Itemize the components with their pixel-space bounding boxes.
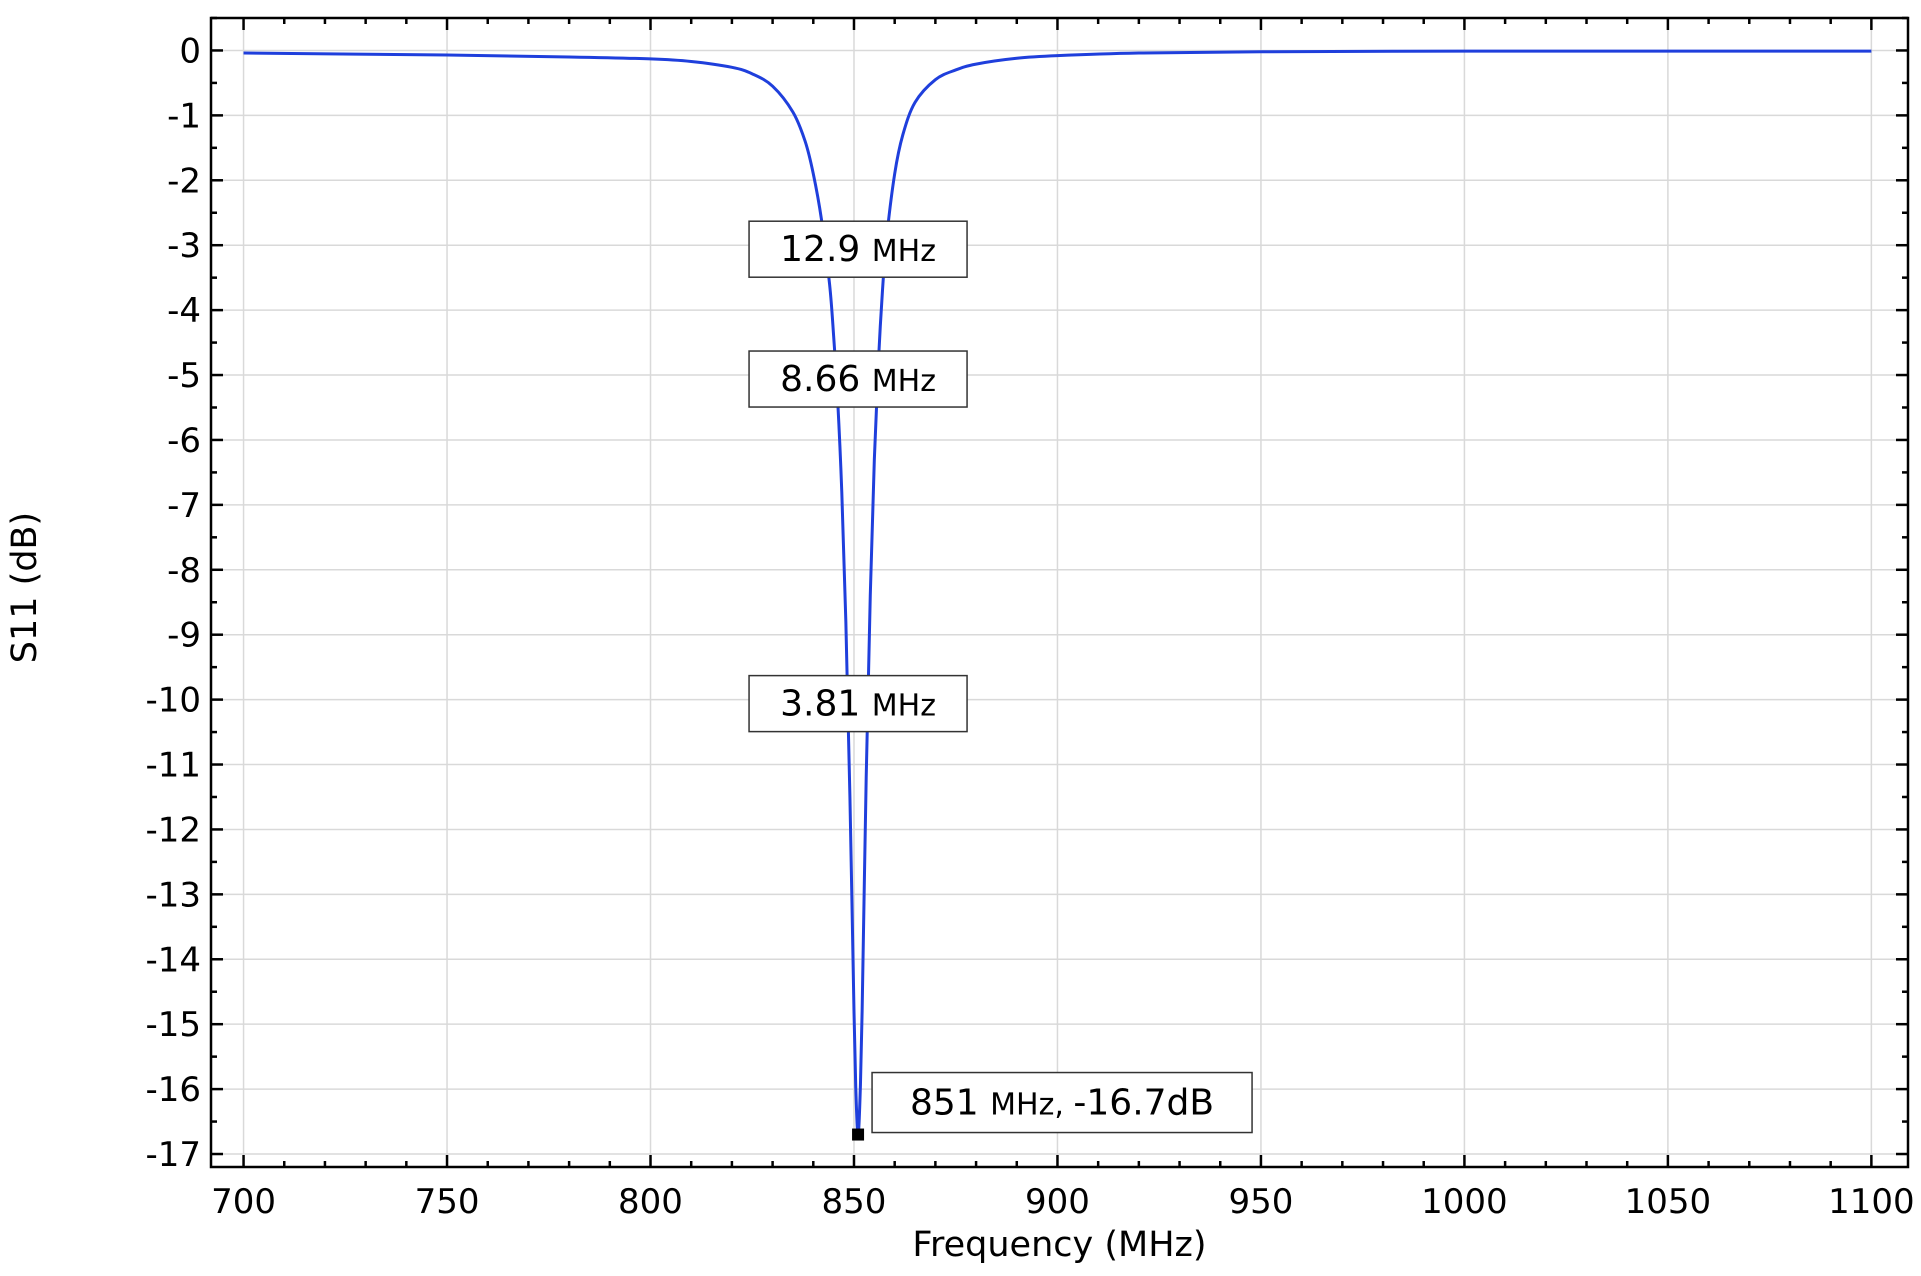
x-tick-label: 900 xyxy=(1025,1182,1090,1222)
y-tick-label: -7 xyxy=(167,486,201,526)
y-tick-label: -17 xyxy=(145,1135,201,1175)
plot-frame xyxy=(209,16,1910,1169)
annotation-text: 8.66 MHz xyxy=(780,359,936,400)
x-tick-label: 1000 xyxy=(1421,1182,1508,1222)
grid-layer xyxy=(211,18,1908,1167)
minimum-unit: MHz, xyxy=(990,1088,1073,1123)
annotation-box xyxy=(748,674,968,733)
x-tick-label: 750 xyxy=(415,1182,480,1222)
y-axis-title: S11 (dB) xyxy=(5,512,45,663)
y-tick-label: -15 xyxy=(145,1005,201,1045)
annotation-text: 12.9 MHz xyxy=(780,229,936,270)
x-tick-label: 1100 xyxy=(1828,1182,1915,1222)
x-tick-label: 1050 xyxy=(1625,1182,1712,1222)
y-tick-label: -14 xyxy=(145,940,201,980)
annotation-box xyxy=(748,220,968,278)
y-tick-label: -8 xyxy=(167,551,201,591)
tick-layer xyxy=(211,16,1908,1167)
annotation-unit: MHz xyxy=(872,689,936,724)
x-tick-label: 950 xyxy=(1228,1182,1293,1222)
minimum-label-text: 851 MHz, -16.7dB xyxy=(910,1083,1214,1124)
minimum-label: 851 MHz, -16.7dB xyxy=(871,1071,1253,1134)
annotation-unit: MHz xyxy=(872,364,936,399)
tick-label-layer: 700 750 800 850 900 950 1000 1050 1100 0 -1 -2 -3 -4 -… xyxy=(145,31,1914,1222)
x-tick-label: 850 xyxy=(822,1182,887,1222)
minimum-label-box xyxy=(871,1071,1253,1134)
x-axis-title: Frequency (MHz) xyxy=(912,1225,1206,1265)
series-layer xyxy=(243,49,1872,1137)
minimum-marker xyxy=(852,1128,865,1141)
annotation-unit: MHz xyxy=(872,234,936,269)
y-tick-label: -1 xyxy=(167,96,201,136)
bandwidth-label-bw-5db: 8.66 MHz xyxy=(748,350,968,408)
annotation-value: 12.9 xyxy=(780,229,872,270)
bandwidth-label-bw-3db: 12.9 MHz xyxy=(748,220,968,278)
y-tick-label: -16 xyxy=(145,1070,201,1110)
y-tick-label: -5 xyxy=(167,356,201,396)
x-tick-label: 800 xyxy=(618,1182,683,1222)
annotation-value: 3.81 xyxy=(780,684,872,725)
minimum-freq: 851 xyxy=(910,1083,990,1124)
x-tick-label: 700 xyxy=(211,1182,276,1222)
y-tick-label: -2 xyxy=(167,161,201,201)
y-tick-label: -12 xyxy=(145,810,201,850)
y-tick-label: -3 xyxy=(167,226,201,266)
y-tick-label: -9 xyxy=(167,616,201,656)
annotation-box xyxy=(748,350,968,408)
y-tick-label: -11 xyxy=(145,746,201,786)
annotation-text: 3.81 MHz xyxy=(780,684,936,725)
minimum-db: -16.7dB xyxy=(1073,1083,1214,1124)
y-tick-label: -13 xyxy=(145,875,201,915)
y-tick-label: -6 xyxy=(167,421,201,461)
bandwidth-label-bw-10db: 3.81 MHz xyxy=(748,674,968,733)
y-tick-label: 0 xyxy=(179,31,201,71)
series-line-0 xyxy=(243,49,1872,1137)
y-tick-label: -4 xyxy=(167,291,201,331)
annotation-value: 8.66 xyxy=(780,359,872,400)
y-tick-label: -10 xyxy=(145,681,201,721)
